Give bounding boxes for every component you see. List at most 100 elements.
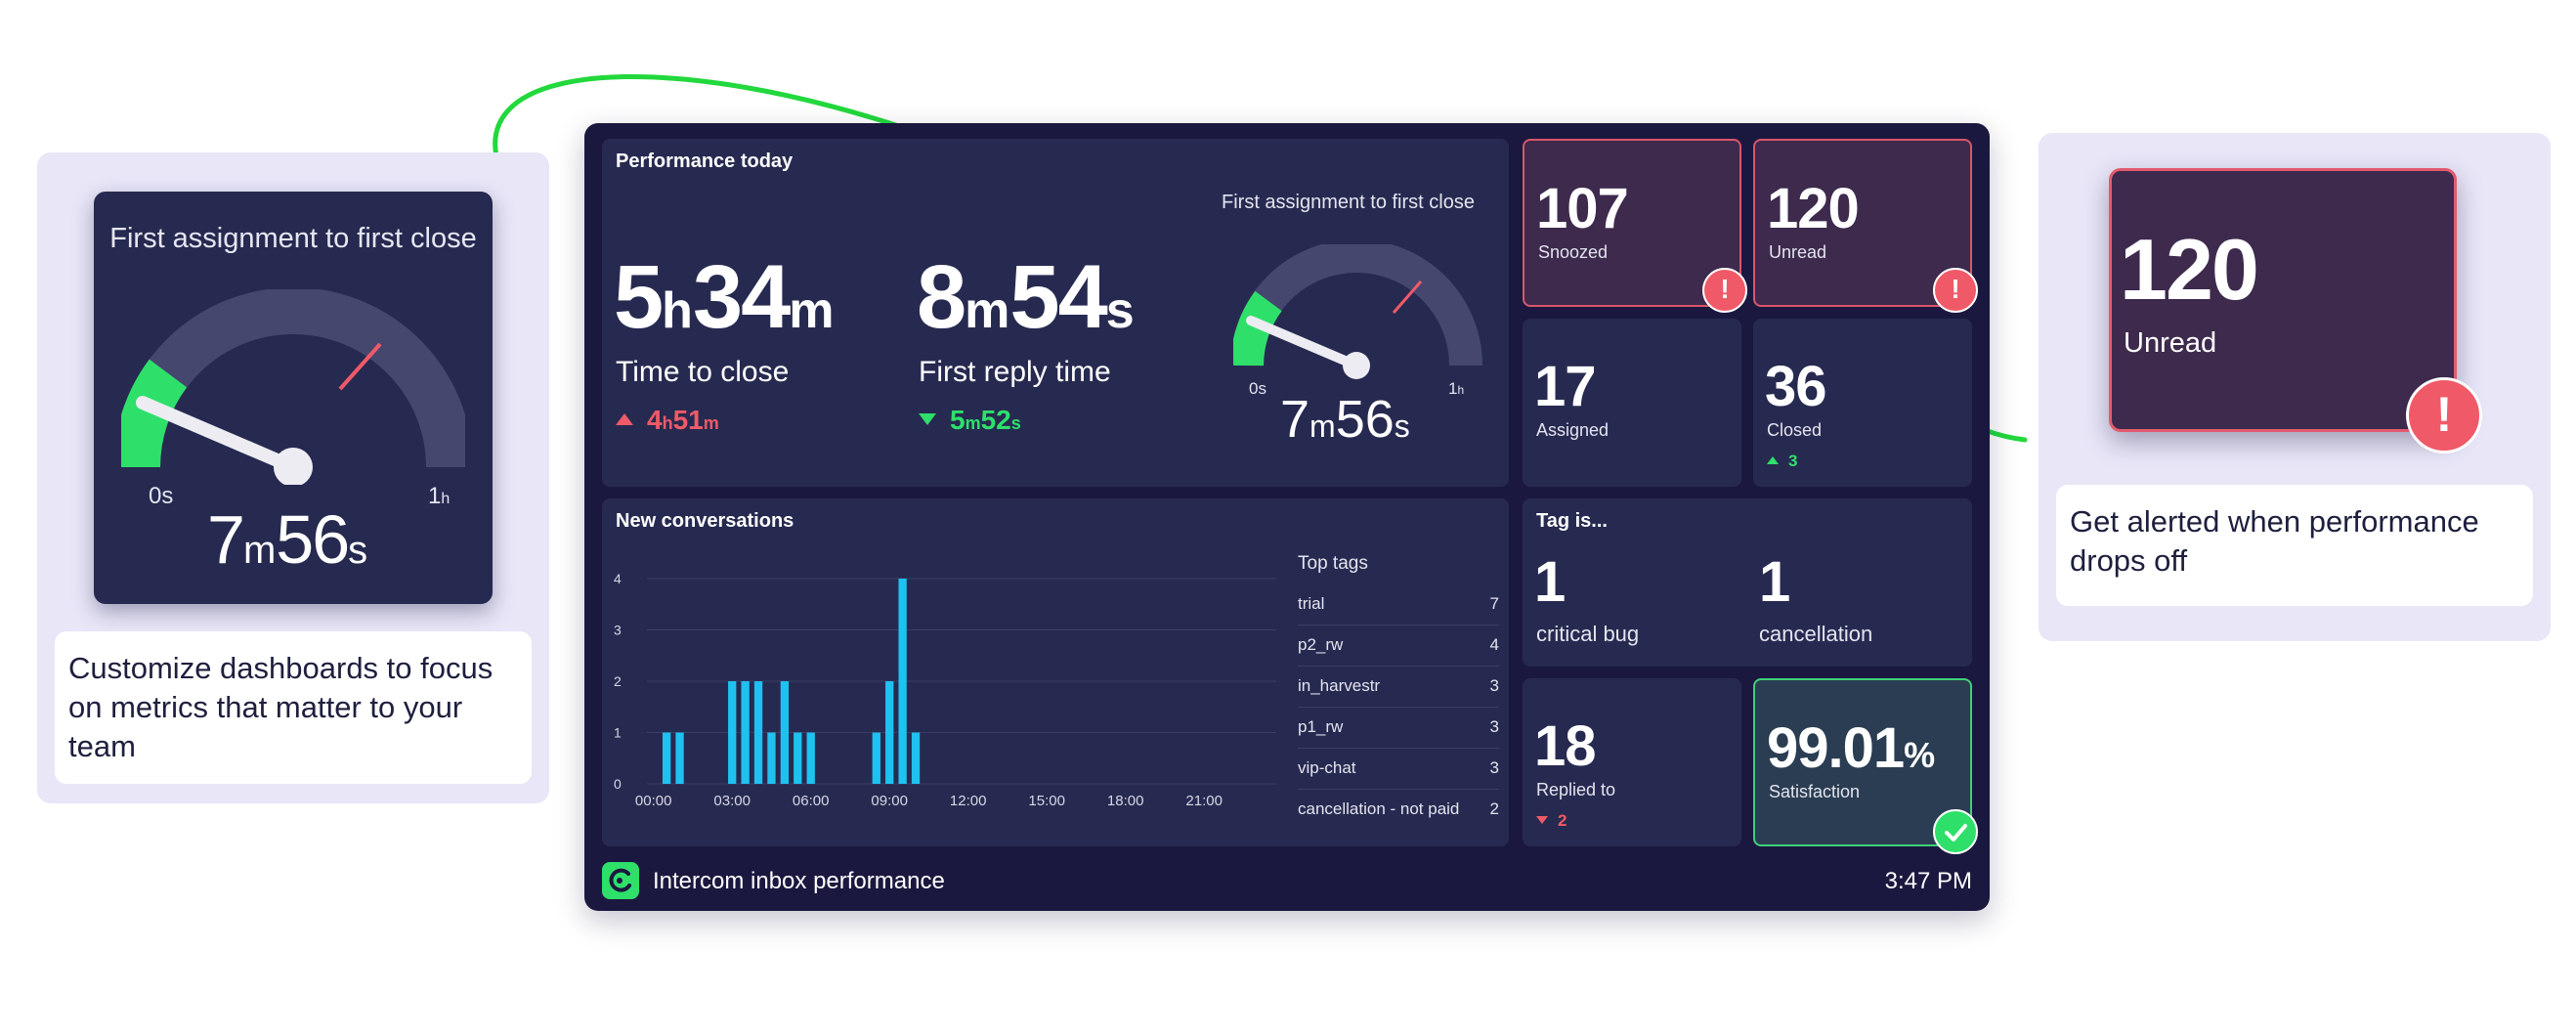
time-to-close-label: Time to close <box>616 356 790 388</box>
bar <box>728 681 737 784</box>
tag-value-critical-bug: 1 <box>1534 550 1566 614</box>
gauge-value: 7m56s <box>207 501 368 578</box>
down-arrow-icon <box>919 413 936 425</box>
tag-is-tile: Tag is... 1 critical bug 1 cancellation <box>1523 498 1972 667</box>
first-reply-delta: 5m52s <box>919 405 1021 436</box>
closed-tile: 36 Closed 3 <box>1753 319 1972 487</box>
gauge-title: First assignment to first close <box>109 223 477 254</box>
assigned-label: Assigned <box>1536 420 1610 440</box>
performance-tile: Performance today 5h34m Time to close 4h… <box>602 139 1509 487</box>
alert-icon: ! <box>1702 268 1747 313</box>
closed-value: 36 <box>1765 355 1827 418</box>
first-reply-value: 8m54s <box>917 247 1135 347</box>
footer-time: 3:47 PM <box>1884 868 1972 894</box>
new-conversations-title: New conversations <box>616 510 794 532</box>
list-item: in_harvestr 3 <box>1298 667 1499 708</box>
up-arrow-icon <box>1767 456 1779 464</box>
new-conversations-chart: 0 1 2 3 4 00:00 03:00 06:00 09:00 12:00 15:00 18:00… <box>614 571 1276 809</box>
x-tick-label: 15:00 <box>1028 793 1065 809</box>
replied-value: 18 <box>1534 714 1597 778</box>
left-caption: Customize dashboards to focus on metrics… <box>55 631 532 784</box>
unread-tile-value: 120 <box>1767 177 1860 240</box>
x-tick-label: 18:00 <box>1107 793 1144 809</box>
left-feature-panel: First assignment to first close 0s 1h 7m… <box>37 152 549 803</box>
top-tags-title: Top tags <box>1298 553 1368 574</box>
unread-label: Unread <box>2124 327 2217 359</box>
top-tags-list: trial 7 p2_rw 4 in_harvestr 3 p1_rw 3 vip-ch… <box>1298 584 1499 835</box>
gauge-card: First assignment to first close 0s 1h 7m… <box>94 192 493 604</box>
gauge-min-label: 0s <box>149 483 174 509</box>
x-tick-label: 00:00 <box>635 793 672 809</box>
alert-icon: ! <box>2406 377 2482 453</box>
right-feature-panel: 120 Unread ! Get alerted when performanc… <box>2039 133 2551 641</box>
bar <box>741 681 750 784</box>
inline-gauge-dial <box>1233 244 1482 379</box>
assigned-value: 17 <box>1534 355 1597 418</box>
replied-label: Replied to <box>1536 780 1616 799</box>
gauge-dial <box>121 289 465 485</box>
gauge-max-label: 1h <box>428 483 451 509</box>
bar <box>753 681 763 784</box>
right-caption: Get alerted when performance drops off <box>2056 485 2533 606</box>
time-to-close-delta: 4h51m <box>616 405 719 436</box>
inline-gauge-min: 0s <box>1249 379 1267 398</box>
bar <box>872 732 880 784</box>
bar <box>885 681 894 784</box>
inline-gauge-title: First assignment to first close <box>1222 192 1475 213</box>
tag-label-critical-bug: critical bug <box>1536 622 1640 646</box>
list-item: trial 7 <box>1298 584 1499 626</box>
snoozed-value: 107 <box>1536 177 1629 240</box>
bar <box>780 681 790 784</box>
list-item: cancellation - not paid 2 <box>1298 799 1499 818</box>
satisfaction-tile: 99.01% Satisfaction <box>1753 678 1972 846</box>
intercom-logo-icon <box>602 862 639 899</box>
bar <box>767 732 776 784</box>
unread-alert-card: 120 Unread <box>2109 168 2457 432</box>
y-tick-label: 2 <box>614 673 622 689</box>
replied-to-tile: 18 Replied to 2 <box>1523 678 1741 846</box>
bar <box>806 732 815 784</box>
bar <box>794 732 802 784</box>
x-tick-label: 12:00 <box>950 793 987 809</box>
tag-label-cancellation: cancellation <box>1759 622 1873 646</box>
bar <box>911 732 921 784</box>
snoozed-label: Snoozed <box>1538 242 1609 262</box>
closed-label: Closed <box>1767 420 1823 440</box>
tag-value-cancellation: 1 <box>1759 550 1790 614</box>
satisfaction-value: 99.01% <box>1767 716 1935 780</box>
x-tick-label: 09:00 <box>871 793 908 809</box>
y-tick-label: 1 <box>614 725 622 741</box>
list-item: vip-chat 3 <box>1298 749 1499 790</box>
new-conversations-tile: New conversations 0 1 2 3 4 00:00 03:00 06:00 09… <box>602 498 1509 846</box>
up-arrow-icon <box>616 413 633 425</box>
assigned-tile: 17 Assigned <box>1523 319 1741 487</box>
replied-delta: 2 <box>1536 811 1567 831</box>
x-tick-label: 21:00 <box>1185 793 1223 809</box>
time-to-close-value: 5h34m <box>614 247 835 347</box>
closed-delta: 3 <box>1767 452 1797 471</box>
first-reply-label: First reply time <box>919 356 1111 388</box>
y-tick-label: 0 <box>614 776 622 792</box>
down-arrow-icon <box>1536 816 1548 824</box>
unread-tile: 120 Unread <box>1753 139 1972 307</box>
alert-icon: ! <box>1933 268 1978 313</box>
unread-tile-label: Unread <box>1769 242 1827 262</box>
inline-gauge-value: 7m56s <box>1280 390 1410 449</box>
bar <box>675 732 684 784</box>
dashboard: Performance today 5h34m Time to close 4h… <box>584 123 1990 911</box>
bar <box>662 732 671 784</box>
tag-is-title: Tag is... <box>1536 510 1608 532</box>
x-tick-label: 06:00 <box>793 793 830 809</box>
satisfaction-label: Satisfaction <box>1769 782 1861 801</box>
check-icon <box>1933 809 1978 854</box>
performance-title: Performance today <box>616 151 794 172</box>
y-tick-label: 4 <box>614 571 622 586</box>
inline-gauge-max: 1h <box>1448 379 1465 398</box>
x-tick-label: 03:00 <box>713 793 751 809</box>
unread-value: 120 <box>2120 221 2259 318</box>
y-tick-label: 3 <box>614 623 622 638</box>
list-item: p2_rw 4 <box>1298 626 1499 667</box>
list-item: p1_rw 3 <box>1298 708 1499 749</box>
footer-title: Intercom inbox performance <box>653 868 945 894</box>
bar <box>898 579 907 784</box>
